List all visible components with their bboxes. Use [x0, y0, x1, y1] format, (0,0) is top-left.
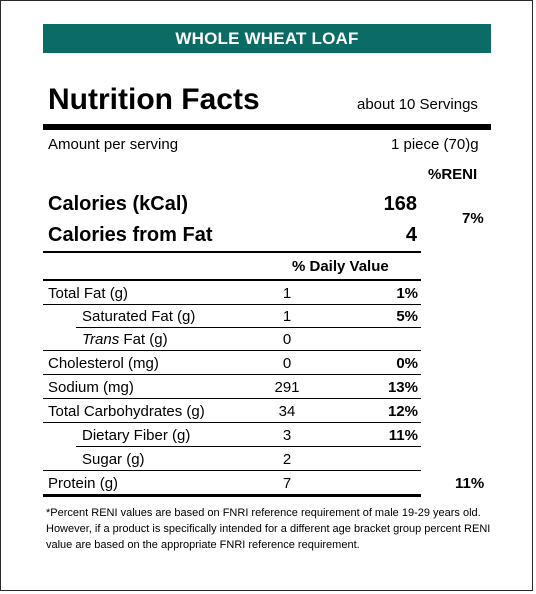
thick-rule-top	[43, 124, 491, 130]
nutrient-label-total-fat: Total Fat (g)	[48, 285, 129, 302]
nutrient-label-trans-fat: Trans Fat (g)	[82, 331, 168, 349]
reni-footnote: *Percent RENI values are based on FNRI r…	[46, 507, 491, 551]
trans-italic: Trans	[82, 331, 120, 348]
nutrient-amount-sodium: 291	[274, 379, 300, 396]
nutrient-amount-trans-fat: 0	[282, 331, 292, 348]
nutrient-amount-saturated-fat: 1	[282, 308, 292, 325]
protein-reni: 11%	[455, 475, 485, 492]
nutrient-label-saturated-fat: Saturated Fat (g)	[82, 308, 196, 325]
row-divider	[43, 422, 421, 423]
calories-value: 168	[383, 193, 417, 215]
nutrient-label-protein: Protein (g)	[48, 475, 119, 492]
nutrient-dv-total-carbohydrates: 12%	[387, 403, 418, 420]
rule-after-calories	[43, 251, 421, 253]
row-divider	[43, 470, 421, 471]
nutrient-amount-total-carbohydrates: 34	[278, 403, 296, 420]
nutrient-amount-sugar: 2	[282, 451, 292, 468]
nutrient-amount-cholesterol: 0	[282, 355, 292, 372]
servings-per-container: about 10 Servings	[357, 96, 478, 113]
nutrient-label-dietary-fiber: Dietary Fiber (g)	[82, 427, 191, 444]
reni-header: %RENI	[428, 166, 478, 183]
row-divider	[43, 374, 421, 375]
amount-per-serving-label: Amount per serving	[48, 136, 179, 153]
nutrient-label-sodium: Sodium (mg)	[48, 379, 134, 396]
nutrient-label-total-carbohydrates: Total Carbohydrates (g)	[48, 403, 205, 420]
nutrient-label-sugar: Sugar (g)	[82, 451, 145, 468]
nutrient-dv-dietary-fiber: 11%	[388, 427, 418, 444]
nutrient-dv-saturated-fat: 5%	[396, 308, 418, 325]
calories-label: Calories (kCal)	[48, 193, 189, 215]
nutrient-dv-sodium: 13%	[387, 379, 418, 396]
calories-from-fat-label: Calories from Fat	[48, 224, 213, 246]
product-banner: WHOLE WHEAT LOAF	[43, 24, 491, 53]
nutrient-dv-total-fat: 1%	[396, 285, 418, 302]
calories-reni: 7%	[462, 210, 484, 227]
row-divider	[76, 446, 421, 447]
nutrient-amount-dietary-fiber: 3	[282, 427, 292, 444]
calories-from-fat-value: 4	[405, 224, 417, 246]
serving-size: 1 piece (70)g	[391, 136, 479, 153]
nutrient-amount-total-fat: 1	[282, 285, 292, 302]
rule-after-dv-header	[43, 279, 421, 281]
row-divider	[43, 304, 421, 305]
daily-value-header: % Daily Value	[292, 258, 389, 275]
nutrient-label-cholesterol: Cholesterol (mg)	[48, 355, 159, 372]
row-divider	[76, 327, 421, 328]
row-divider	[43, 398, 421, 399]
nutrient-dv-cholesterol: 0%	[396, 355, 418, 372]
trans-rest: Fat (g)	[119, 331, 168, 348]
row-divider	[43, 350, 421, 351]
nutrition-facts-title: Nutrition Facts	[48, 83, 260, 116]
thick-rule-bottom	[43, 494, 421, 497]
nutrient-amount-protein: 7	[282, 475, 292, 492]
